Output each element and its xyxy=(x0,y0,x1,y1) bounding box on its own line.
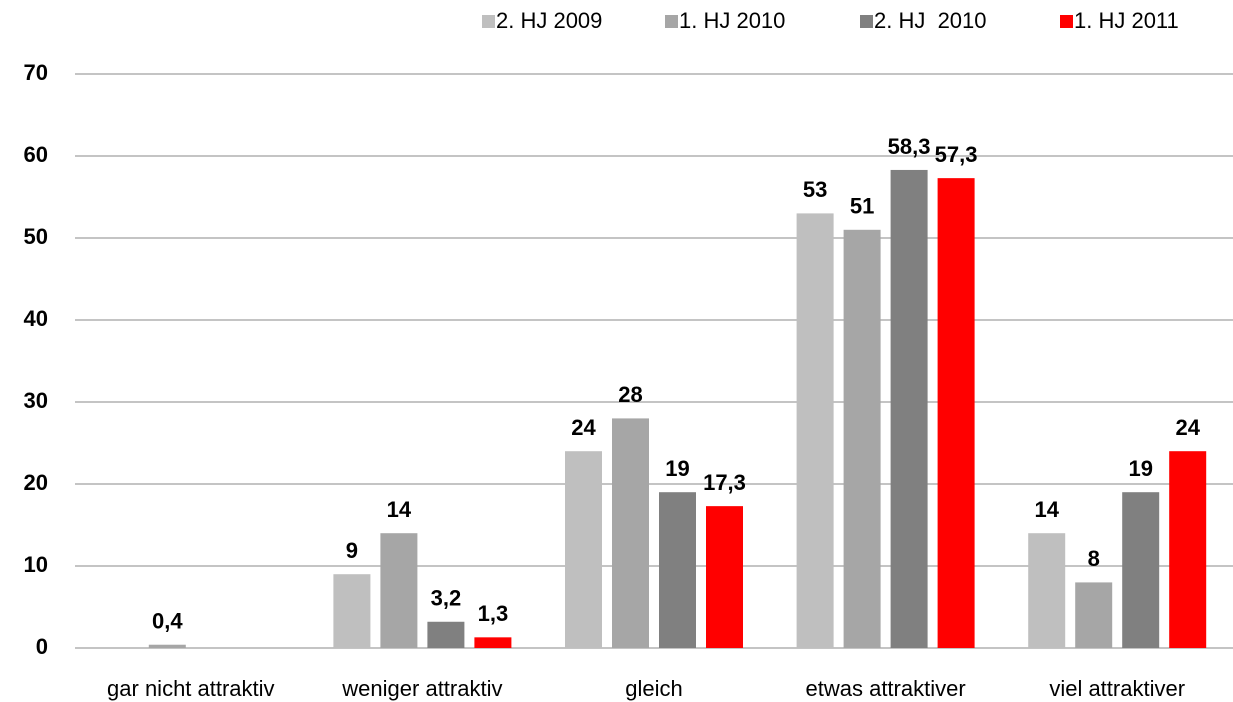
y-tick-label: 30 xyxy=(24,388,48,413)
value-label: 17,3 xyxy=(703,470,746,495)
value-label: 57,3 xyxy=(935,142,978,167)
x-tick-label: etwas attraktiver xyxy=(806,676,966,701)
value-label: 58,3 xyxy=(888,134,931,159)
bar xyxy=(843,229,881,649)
value-label: 1,3 xyxy=(478,601,509,626)
bar xyxy=(1028,533,1066,648)
value-label: 19 xyxy=(665,456,689,481)
bar xyxy=(565,451,602,648)
value-label: 0,4 xyxy=(152,609,183,634)
bar xyxy=(796,213,834,648)
bar xyxy=(1169,451,1207,648)
legend-swatch xyxy=(482,15,495,28)
y-tick-label: 10 xyxy=(24,552,48,577)
legend-label: 2. HJ 2009 xyxy=(496,8,602,33)
bar xyxy=(659,492,696,648)
x-tick-label: weniger attraktiv xyxy=(341,676,502,701)
value-label: 19 xyxy=(1128,456,1152,481)
bar xyxy=(148,644,186,648)
value-label: 14 xyxy=(1034,497,1059,522)
bar xyxy=(1075,582,1113,648)
value-label: 9 xyxy=(346,538,358,563)
bar xyxy=(380,533,418,648)
y-tick-label: 40 xyxy=(24,306,48,331)
value-label: 51 xyxy=(850,194,874,219)
y-tick-label: 70 xyxy=(24,60,48,85)
y-tick-label: 50 xyxy=(24,224,48,249)
legend-label: 1. HJ 2011 xyxy=(1074,8,1179,33)
x-tick-label: viel attraktiver xyxy=(1049,676,1185,701)
bar xyxy=(474,637,512,648)
legend-swatch xyxy=(665,15,678,28)
y-tick-label: 20 xyxy=(24,470,48,495)
bar xyxy=(427,621,465,648)
legend-label: 1. HJ 2010 xyxy=(679,8,785,33)
bar xyxy=(890,169,928,648)
value-label: 14 xyxy=(387,497,412,522)
value-label: 53 xyxy=(803,177,827,202)
bar xyxy=(612,418,649,648)
value-label: 24 xyxy=(1175,415,1200,440)
bar xyxy=(706,506,743,648)
x-tick-label: gleich xyxy=(625,676,682,701)
value-label: 28 xyxy=(618,382,642,407)
value-label: 8 xyxy=(1088,546,1100,571)
y-tick-label: 0 xyxy=(36,634,48,659)
legend-swatch xyxy=(860,15,873,28)
legend-label: 2. HJ 2010 xyxy=(874,8,987,33)
value-label: 24 xyxy=(571,415,596,440)
bar xyxy=(937,178,975,648)
legend-swatch xyxy=(1060,15,1073,28)
value-label: 3,2 xyxy=(431,586,462,611)
bar xyxy=(1122,492,1160,648)
x-tick-label: gar nicht attraktiv xyxy=(107,676,275,701)
bar xyxy=(333,574,371,648)
y-tick-label: 60 xyxy=(24,142,48,167)
